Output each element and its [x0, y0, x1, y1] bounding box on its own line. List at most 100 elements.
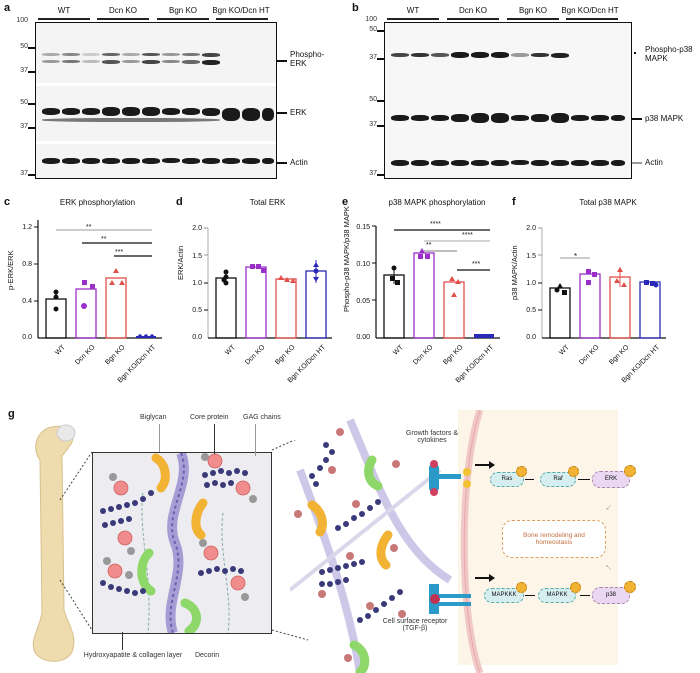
label-biglycan: Biglycan	[140, 414, 167, 421]
band	[242, 158, 260, 164]
panel-letter-b: b	[352, 2, 359, 14]
panel-letter-a: a	[4, 2, 11, 14]
band	[551, 113, 569, 123]
band	[122, 158, 140, 164]
pathway-node-ras: Ras	[490, 472, 524, 487]
band	[42, 53, 60, 56]
xlabel: Bgn KO	[608, 344, 631, 367]
label-growth-factors: Growth factors & cytokines	[405, 430, 459, 444]
lane-group-bgn-dcn: Bgn KO/Dcn HT	[561, 6, 619, 15]
xlabel: WT	[392, 344, 405, 357]
ylabel-d: ERK/Actin	[176, 245, 185, 280]
chart-title-f: Total p38 MAPK	[579, 198, 637, 207]
band	[102, 53, 120, 56]
band	[391, 115, 409, 121]
band	[571, 115, 589, 121]
band	[411, 115, 429, 121]
significance-label: **	[86, 224, 92, 231]
band-label-p38: p38 MAPK	[645, 114, 684, 123]
band	[142, 53, 160, 56]
blot-image-erk	[35, 22, 277, 179]
band	[511, 53, 529, 57]
significance-label: ****	[430, 221, 441, 228]
mw-marker: 37	[369, 54, 377, 61]
band	[242, 108, 260, 121]
xlabel: Dcn KO	[244, 344, 267, 367]
significance-label: **	[101, 236, 107, 243]
lane-group-bgn-ko: Bgn KO	[518, 6, 547, 15]
band	[82, 108, 100, 115]
pathway-node-mapkkk: MAPKKK	[484, 588, 524, 603]
band	[182, 60, 200, 64]
band	[262, 108, 274, 121]
label-gag-chains: GAG chains	[243, 414, 281, 421]
cell-membrane	[460, 410, 484, 673]
band-label-actin: Actin	[645, 158, 663, 167]
band	[82, 60, 100, 63]
chart-title-d: Total ERK	[249, 198, 286, 207]
lane-group-dcn-ko: Dcn KO	[108, 6, 137, 15]
band	[102, 107, 120, 116]
outcome-box: Bone remodeling and homeostasis	[502, 520, 606, 558]
label-decorin: Decorin	[195, 652, 220, 659]
band	[491, 113, 509, 123]
mw-tick	[377, 100, 384, 102]
ytick: 0.00	[356, 334, 370, 341]
band	[62, 108, 80, 115]
band	[102, 60, 120, 64]
mw-marker: 37	[20, 123, 28, 130]
ytick: 0.5	[526, 307, 536, 314]
band	[531, 53, 549, 57]
significance-label: ***	[115, 249, 124, 256]
ytick: 0.0	[22, 334, 32, 341]
band	[202, 60, 220, 65]
ytick: 0.05	[356, 298, 370, 305]
lane-group-line	[566, 18, 618, 20]
lane-group-dcn-ko: Dcn KO	[458, 6, 487, 15]
band	[451, 52, 469, 58]
band	[431, 160, 449, 166]
band	[391, 53, 409, 57]
lane-group-line	[157, 18, 209, 20]
band-pointer	[277, 60, 287, 62]
band	[202, 108, 220, 116]
pathway-node-erk: ERK	[592, 471, 630, 488]
band	[42, 158, 60, 164]
ytick: 2.0	[526, 225, 536, 232]
band-pointer	[277, 162, 287, 164]
ylabel-c: p-ERK/ERK	[6, 250, 15, 290]
band-pointer	[277, 112, 287, 114]
xlabel: WT	[558, 344, 571, 357]
label-core-protein: Core protein	[190, 414, 229, 421]
phosphate-icon	[570, 582, 581, 593]
significance-label: **	[426, 242, 432, 249]
panel-letter-d: d	[176, 196, 183, 208]
mw-marker: 100	[16, 17, 28, 24]
ytick: 1.5	[192, 253, 202, 260]
band	[122, 107, 140, 116]
mw-tick	[377, 125, 384, 127]
mw-marker: 37	[20, 67, 28, 74]
label-pointer	[214, 424, 215, 454]
blot-divider	[36, 141, 276, 144]
mw-tick	[28, 174, 35, 176]
ytick: 1.2	[22, 224, 32, 231]
band	[411, 160, 429, 166]
ytick: 0.0	[526, 334, 536, 341]
mw-tick	[28, 127, 35, 129]
panel-letter-f: f	[512, 196, 516, 208]
band-label-actin: Actin	[290, 158, 308, 167]
band	[591, 115, 609, 121]
label-receptor: Cell surface receptor (TGF-β)	[382, 618, 448, 632]
mw-marker: 50	[369, 96, 377, 103]
ytick: 0.4	[22, 298, 32, 305]
ecm-detail-illustration	[290, 418, 453, 673]
mw-tick	[377, 30, 384, 32]
arrow-icon	[525, 595, 535, 596]
lane-group-wt: WT	[406, 6, 420, 15]
lane-group-line	[97, 18, 149, 20]
band	[182, 158, 200, 164]
mw-marker: 100	[365, 16, 377, 23]
pathway-node-raf: Raf	[540, 472, 576, 487]
mw-tick	[377, 174, 384, 176]
